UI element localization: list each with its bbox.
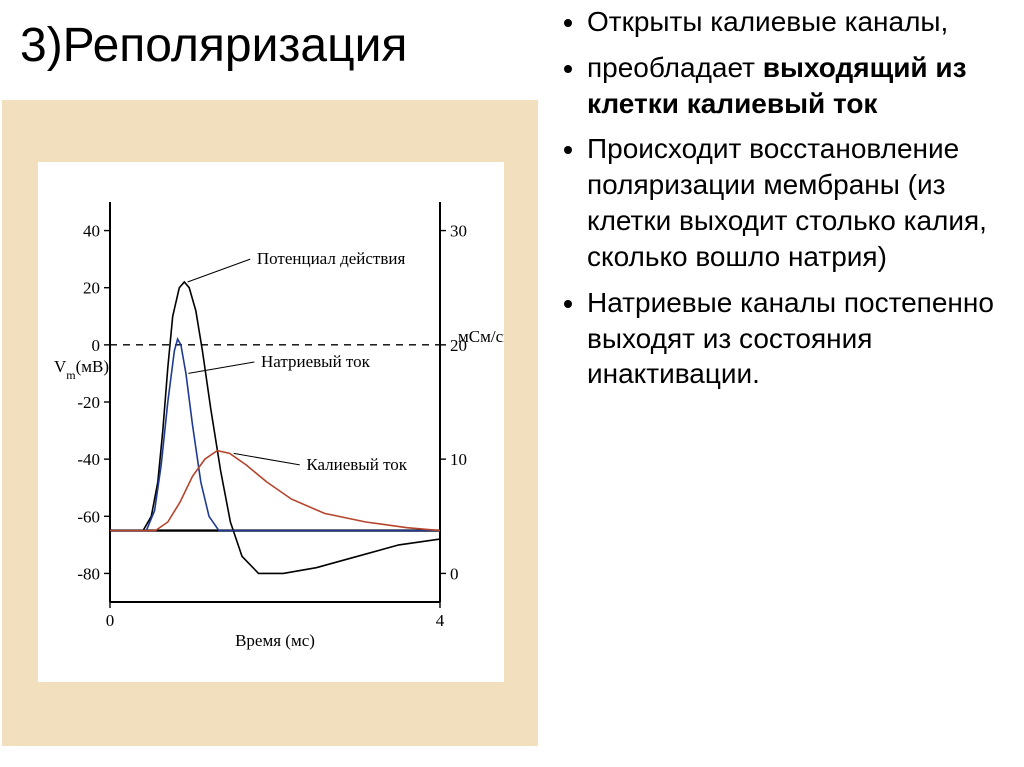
- bullet-item: Натриевые каналы постепенно выходят из с…: [587, 285, 1010, 392]
- svg-text:0: 0: [106, 611, 115, 630]
- svg-text:0: 0: [450, 564, 459, 583]
- svg-text:Vm(мВ): Vm(мВ): [54, 357, 109, 382]
- chart-outer: -80-60-40-2002040010203004Время (мс)мСм/…: [2, 100, 538, 746]
- svg-text:20: 20: [83, 279, 100, 298]
- svg-text:мСм/см²: мСм/см²: [458, 327, 504, 346]
- svg-text:Калиевый ток: Калиевый ток: [306, 455, 407, 474]
- svg-text:0: 0: [92, 336, 101, 355]
- bullet-item: Происходит восстановление поляризации ме…: [587, 131, 1010, 274]
- svg-text:-40: -40: [77, 450, 100, 469]
- svg-text:30: 30: [450, 222, 467, 241]
- svg-text:4: 4: [436, 611, 445, 630]
- svg-text:Натриевый ток: Натриевый ток: [261, 352, 371, 371]
- svg-text:40: 40: [83, 222, 100, 241]
- svg-text:-20: -20: [77, 393, 100, 412]
- svg-text:Время (мс): Время (мс): [235, 631, 315, 650]
- action-potential-chart: -80-60-40-2002040010203004Время (мс)мСм/…: [38, 162, 504, 682]
- svg-text:-80: -80: [77, 564, 100, 583]
- chart-inner: -80-60-40-2002040010203004Время (мс)мСм/…: [38, 162, 504, 682]
- svg-text:Потенциал действия: Потенциал действия: [257, 249, 406, 268]
- bullet-item: Открыты калиевые каналы,: [587, 4, 1010, 40]
- bullet-list: Открыты калиевые каналы, преобладает выхо…: [555, 4, 1010, 402]
- svg-text:-60: -60: [77, 507, 100, 526]
- svg-text:10: 10: [450, 450, 467, 469]
- slide-title: 3)Реполяризация: [20, 18, 407, 73]
- bullet-item: преобладает выходящий из клетки калиевый…: [587, 50, 1010, 122]
